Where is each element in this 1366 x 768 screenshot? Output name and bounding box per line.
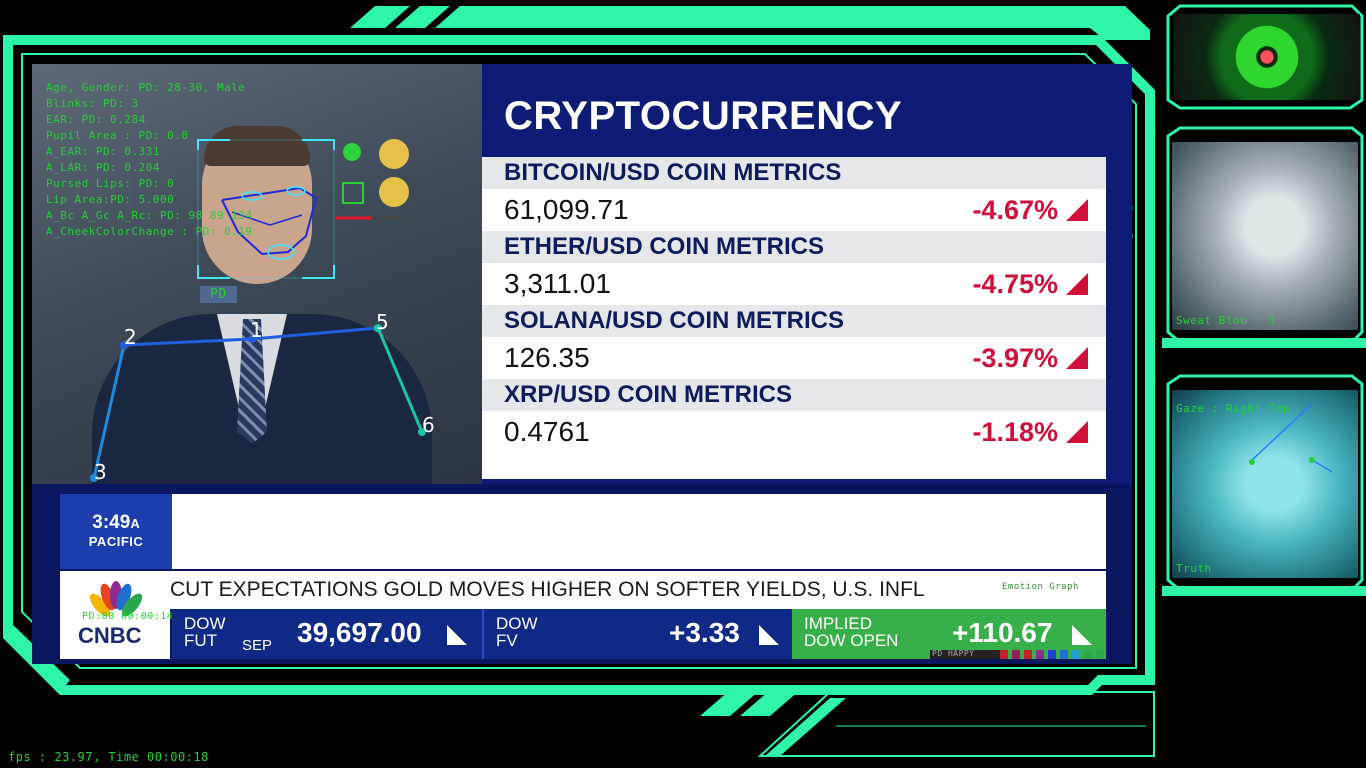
coin-change: -4.75%	[972, 269, 1058, 299]
up-triangle-icon	[1066, 199, 1088, 221]
sweat-label: Sweat Blob : 1	[1176, 314, 1276, 327]
coin-label: BITCOIN/USD COIN METRICS	[482, 157, 1106, 189]
market-sub: SEP	[242, 637, 273, 654]
metric-cheek-color: A_CheekColorChange : PD: 0.19	[46, 225, 253, 238]
fear-emoji-icon	[379, 177, 409, 207]
anchor-hair	[204, 126, 310, 166]
market-value: +3.33	[669, 617, 740, 648]
up-triangle-icon	[1066, 347, 1088, 369]
metric-a-ear: A_EAR: PD: 0.331	[46, 145, 160, 158]
market-value: +110.67	[952, 617, 1053, 648]
market-dow-fv: DOW FV +3.33	[482, 609, 789, 659]
coin-value: 3,311.01	[504, 268, 611, 299]
fps-readout: fps : 23.97, Time 00:00:18	[8, 750, 209, 764]
coin-row: 3,311.01 -4.75%	[482, 263, 1106, 305]
coin-value: 0.4761	[504, 416, 590, 447]
pose-point-label: 6	[422, 413, 435, 437]
coin-label: XRP/USD COIN METRICS	[482, 379, 1106, 411]
gaze-vector-icon	[1249, 403, 1333, 473]
gaze-panel: Gaze : Right Top Truth	[1172, 390, 1358, 578]
market-value: 39,697.00	[297, 617, 422, 648]
coin-row: 61,099.71 -4.67%	[482, 189, 1106, 231]
market-dow-fut: DOW FUT SEP 39,697.00	[172, 609, 477, 659]
pose-point-label: 3	[94, 460, 107, 484]
metric-age-gender: Age, Gender: PD: 28-30, Male	[46, 81, 246, 94]
market-name: DOW	[496, 614, 538, 633]
metric-ear: EAR: PD: 0.284	[46, 113, 146, 126]
timezone: PACIFIC	[88, 534, 144, 549]
gaze-label: Gaze : Right Top	[1176, 402, 1290, 415]
market-name: DOW	[184, 614, 226, 633]
metric-a-lar: A_LAR: PD: 0.204	[46, 161, 160, 174]
clock-suffix: A	[130, 516, 140, 531]
clock-time: 3:49	[92, 512, 131, 533]
crypto-title: CRYPTOCURRENCY	[504, 94, 903, 138]
ticker-upper	[172, 494, 1106, 569]
coin-change: -3.97%	[972, 343, 1058, 373]
market-name: IMPLIED	[804, 614, 873, 633]
metric-pursed-lips: Pursed Lips: PD: 0	[46, 177, 175, 190]
smile-emoji-icon	[379, 139, 409, 169]
network-name: CNBC	[78, 623, 142, 648]
time-box: 3:49A PACIFIC	[60, 494, 172, 569]
metric-pupil-area: Pupil Area : PD: 0.0	[46, 129, 189, 142]
up-triangle-icon	[1066, 273, 1088, 295]
coin-value: 61,099.71	[504, 194, 629, 225]
market-name2: DOW OPEN	[804, 631, 899, 650]
pose-point-label: 5	[376, 310, 389, 334]
pose-point-label: 2	[124, 325, 137, 349]
speaking-icon	[343, 143, 361, 161]
happy-label: PD HAPPY	[932, 649, 975, 658]
metric-lip-area: Lip Area:PD: 5.000	[46, 193, 175, 206]
coin-label: SOLANA/USD COIN METRICS	[482, 305, 1106, 337]
coin-row: 126.35 -3.97%	[482, 337, 1106, 379]
coin-row: 0.4761 -1.18%	[482, 411, 1106, 479]
coin-change: -4.67%	[972, 195, 1058, 225]
sweat-panel: Sweat Blob : 1	[1172, 142, 1358, 330]
peacock-icon	[89, 581, 143, 617]
face-scan-icon	[342, 182, 364, 204]
metric-blinks: Blinks: PD: 3	[46, 97, 139, 110]
truth-label: Truth	[1176, 562, 1212, 575]
coin-change: -1.18%	[972, 417, 1058, 447]
cnbc-logo: CNBC	[60, 571, 170, 659]
eye-tracking-panel	[1174, 14, 1360, 100]
market-name2: FV	[496, 631, 518, 650]
mini-timer: PD:00 00:00:14	[82, 611, 174, 622]
pose-point-label: 1	[250, 318, 263, 342]
emotion-graph-label: Emotion Graph	[1002, 582, 1079, 592]
coin-value: 126.35	[504, 342, 590, 373]
face-box-label: PD	[200, 286, 237, 303]
coin-label: ETHER/USD COIN METRICS	[482, 231, 1106, 263]
metric-color: A_Bc A_Gc A_Rc: PD: 98 89 134	[46, 209, 253, 222]
news-ticker: CUT EXPECTATIONS GOLD MOVES HIGHER ON SO…	[60, 571, 1106, 609]
market-name2: FUT	[184, 631, 218, 650]
up-triangle-icon	[1066, 421, 1088, 443]
